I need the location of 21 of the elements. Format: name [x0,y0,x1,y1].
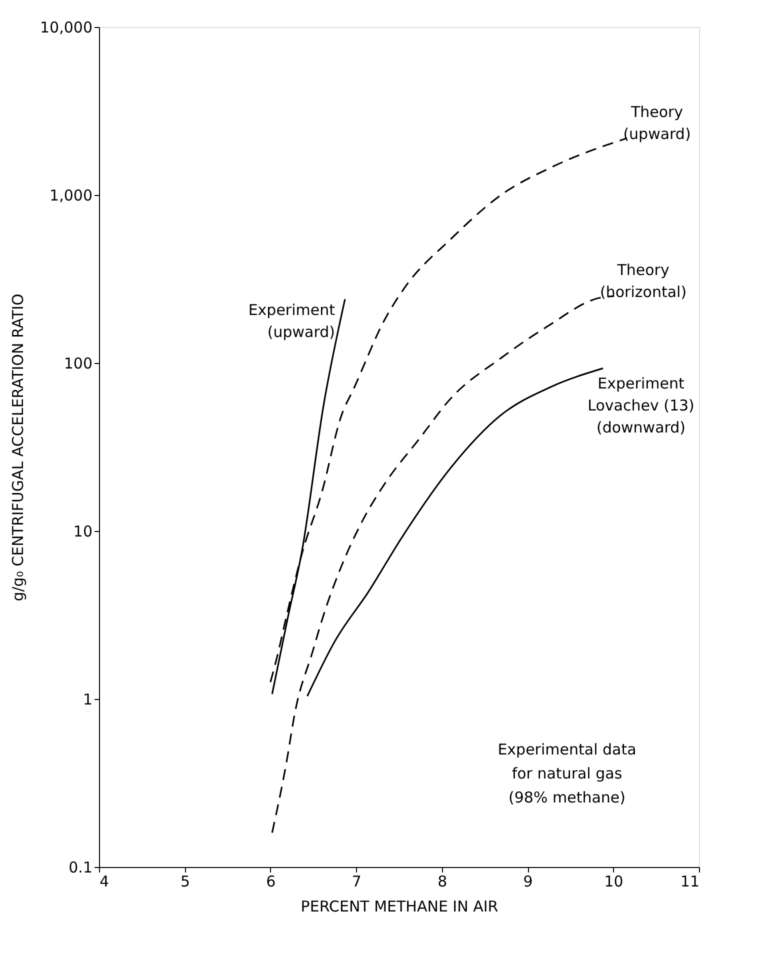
y-tick-label: 10 [73,522,92,540]
x-tick-label: 7 [352,872,362,890]
y-tick-label: 1 [82,690,92,708]
x-tick-label: 5 [180,872,190,890]
y-tick-label: 1,000 [50,186,92,204]
x-tick-label: 10 [604,872,624,890]
series-label: Theory (upward) [623,103,691,144]
y-axis-title: g/g₀ CENTRIFUGAL ACCELERATION RATIO [9,294,28,602]
x-tick-label: 6 [266,872,276,890]
y-tick-label: 100 [64,354,92,372]
x-tick-label: 4 [100,872,110,890]
x-tick-label: 9 [523,872,533,890]
x-tick-label: 11 [680,872,700,890]
series-label: Experiment Lovachev (13) (downward) [588,374,694,436]
series-label: Theory (horizontal) [600,261,687,302]
annotation: Experimental data for natural gas (98% methane) [498,740,636,806]
x-tick-label: 8 [438,872,448,890]
y-tick-label: 10,000 [40,18,92,36]
y-tick-label: 0.1 [68,858,92,876]
x-axis-title: PERCENT METHANE IN AIR [300,898,498,916]
series-label: Experiment (upward) [248,301,336,342]
